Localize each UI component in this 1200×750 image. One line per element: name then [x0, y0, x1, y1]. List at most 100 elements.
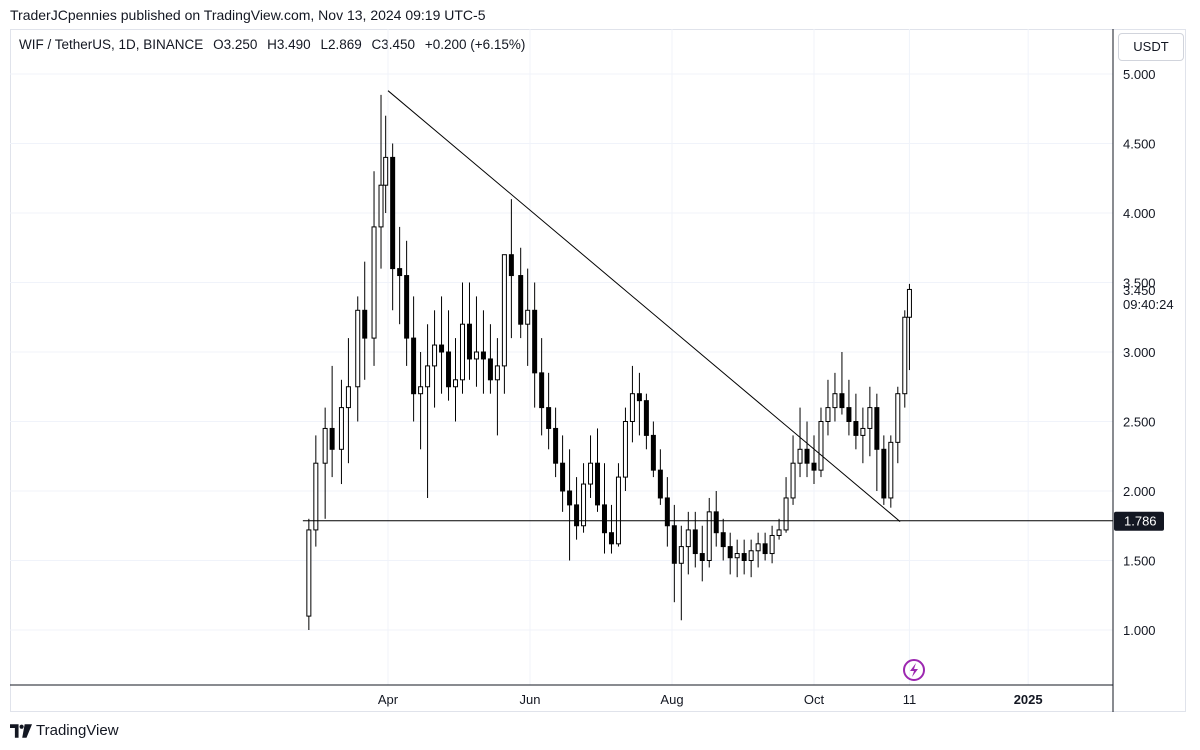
candle-body [643, 400, 649, 436]
chart-frame [10, 29, 1186, 712]
candle [629, 365, 635, 443]
price-axis[interactable]: 1.000 1.500 2.000 2.500 3.000 3.500 4.000 4.500… [1123, 67, 1156, 638]
last-price-label: 3.450 09:40:24 [1123, 283, 1174, 312]
candle [383, 115, 389, 213]
candle-body [480, 351, 486, 360]
candle [769, 525, 775, 564]
candle [748, 539, 754, 578]
candle-body [355, 309, 361, 388]
candle-body [411, 337, 417, 395]
ohlc-change: +0.200 (+6.15%) [424, 37, 526, 52]
candle-body [902, 316, 908, 395]
candle [720, 518, 726, 561]
candle-body [581, 483, 587, 527]
candle-body [425, 365, 431, 388]
candle [473, 296, 479, 387]
candle [411, 296, 417, 422]
candle [525, 268, 531, 366]
candle-body [322, 427, 328, 464]
candle-body [797, 448, 803, 464]
candle [825, 379, 831, 436]
candle-body [832, 393, 838, 409]
candle [762, 532, 768, 561]
candle-body [839, 393, 845, 409]
candle [867, 386, 873, 457]
candle-body [466, 323, 472, 360]
candle [657, 449, 663, 505]
lightning-icon[interactable] [903, 659, 925, 681]
candle-body [508, 254, 514, 277]
ohlc-close: C3.450 [371, 37, 416, 52]
candle-body [790, 462, 796, 499]
y-tick-label: 4.000 [1123, 206, 1156, 221]
candle [480, 310, 486, 394]
candle [487, 324, 493, 394]
candle [755, 532, 761, 568]
candle [466, 282, 472, 380]
candle [895, 386, 901, 464]
candle [418, 352, 424, 450]
candle [664, 477, 670, 547]
candle [553, 407, 559, 478]
candle-body [494, 365, 500, 381]
candle [846, 379, 852, 436]
trendline[interactable] [387, 90, 901, 522]
candle [608, 504, 614, 554]
candle [860, 407, 866, 464]
candle [397, 226, 403, 325]
candle-body [769, 534, 775, 555]
candle [539, 338, 545, 436]
x-tick-label: Jun [520, 692, 541, 707]
x-tick-label: Aug [660, 692, 683, 707]
support-price-tag: 1.786 [1114, 511, 1164, 531]
candle [432, 310, 438, 408]
candle-body [692, 529, 698, 555]
y-tick-label: 1.000 [1123, 623, 1156, 638]
candle-body [371, 226, 377, 339]
candle [734, 539, 740, 578]
candle [839, 352, 845, 415]
time-axis[interactable]: Apr Jun Aug Oct 11 2025 [378, 692, 1043, 707]
candle [404, 240, 410, 366]
candle [329, 365, 335, 478]
candle [306, 518, 312, 630]
candle-body [720, 532, 726, 548]
candle-body [783, 497, 789, 531]
x-tick-label: Apr [378, 692, 399, 707]
candle [378, 94, 384, 269]
candle [371, 171, 377, 366]
candle-body [345, 386, 351, 409]
candle [741, 539, 747, 575]
currency-button[interactable]: USDT [1118, 33, 1184, 61]
candle-body [546, 407, 552, 429]
candle-body [825, 407, 831, 423]
candle [338, 379, 344, 485]
candle-body [678, 546, 684, 564]
candle [313, 435, 319, 547]
candle [390, 143, 396, 311]
y-tick-label: 3.500 [1123, 276, 1156, 291]
candle-body [664, 497, 670, 527]
candle-body [685, 529, 691, 548]
candle [832, 372, 838, 422]
candle [595, 428, 601, 512]
candle-body [811, 462, 817, 471]
candle-body [734, 553, 740, 559]
symbol-legend[interactable]: WIF / TetherUS, 1D, BINANCE O3.250 H3.49… [19, 37, 531, 52]
candle [804, 421, 810, 478]
candle-body [608, 532, 614, 545]
footer: TradingView [10, 722, 119, 739]
candle-body [706, 511, 712, 562]
candle-body [881, 448, 887, 499]
support-tag-value: 1.786 [1124, 514, 1157, 529]
candle-body [574, 504, 580, 527]
candle-body [595, 462, 601, 506]
candle [888, 435, 894, 508]
candle [581, 463, 587, 533]
symbol-name[interactable]: WIF / TetherUS, 1D, BINANCE [19, 37, 204, 52]
candle [811, 435, 817, 485]
candle-body [487, 358, 493, 381]
candle [881, 435, 887, 505]
y-tick-label: 2.500 [1123, 415, 1156, 430]
